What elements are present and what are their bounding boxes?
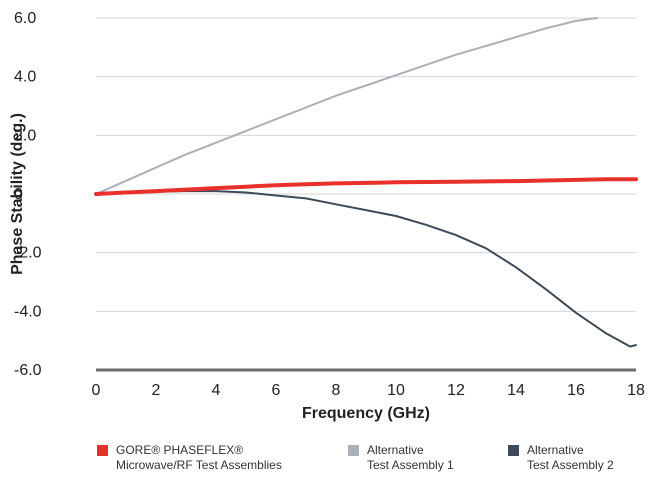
x-axis-title: Frequency (GHz) xyxy=(302,405,430,422)
x-tick-label: 0 xyxy=(92,382,101,399)
x-tick-labels: 0 2 4 6 8 10 12 14 16 18 xyxy=(92,382,645,399)
y-tick-labels: 6.0 4.0 2.0 0 -2.0 -4.0 -6.0 xyxy=(14,10,42,379)
x-tick-label: 10 xyxy=(387,382,405,399)
x-tick-label: 4 xyxy=(212,382,221,399)
series-line-alternative-1 xyxy=(95,17,598,195)
y-tick-label: 4.0 xyxy=(14,69,36,86)
legend-label-line: Test Assembly 1 xyxy=(367,458,454,472)
y-axis-title: Phase Stability (deg.) xyxy=(9,113,26,275)
chart-legend: GORE® PHASEFLEX® Microwave/RF Test Assem… xyxy=(0,443,658,479)
y-tick-label: -4.0 xyxy=(14,303,42,320)
y-tick-label: -6.0 xyxy=(14,362,42,379)
y-tick-label: 6.0 xyxy=(14,10,36,27)
y-tick-label: 2.0 xyxy=(14,127,36,144)
legend-swatch-light-gray xyxy=(348,445,359,456)
x-tick-label: 12 xyxy=(447,382,465,399)
legend-label-line: Alternative xyxy=(527,443,584,457)
legend-item-gore-phaseflex: GORE® PHASEFLEX® Microwave/RF Test Assem… xyxy=(97,443,282,473)
series-line-gore-phaseflex xyxy=(94,177,638,196)
legend-label-line: Alternative xyxy=(367,443,424,457)
legend-label-line: Test Assembly 2 xyxy=(527,458,614,472)
legend-label: Alternative Test Assembly 2 xyxy=(527,443,614,473)
legend-item-alternative-1: Alternative Test Assembly 1 xyxy=(348,443,454,473)
legend-label: GORE® PHASEFLEX® Microwave/RF Test Assem… xyxy=(116,443,282,473)
x-tick-label: 2 xyxy=(152,382,161,399)
x-tick-label: 6 xyxy=(272,382,281,399)
legend-label-line: Microwave/RF Test Assemblies xyxy=(116,458,282,472)
y-tick-label: -2.0 xyxy=(14,245,42,262)
legend-label: Alternative Test Assembly 1 xyxy=(367,443,454,473)
legend-swatch-red xyxy=(97,445,108,456)
y-tick-label: 0 xyxy=(14,186,23,203)
series-line-alternative-2 xyxy=(95,190,637,348)
legend-label-line: GORE® PHASEFLEX® xyxy=(116,443,244,457)
x-tick-label: 16 xyxy=(567,382,585,399)
legend-swatch-dark-slate xyxy=(508,445,519,456)
grid-lines xyxy=(96,17,636,312)
x-tick-label: 8 xyxy=(332,382,341,399)
x-tick-label: 14 xyxy=(507,382,525,399)
series-lines xyxy=(94,17,638,348)
x-tick-label: 18 xyxy=(627,382,645,399)
legend-item-alternative-2: Alternative Test Assembly 2 xyxy=(508,443,614,473)
phase-stability-chart: 6.0 4.0 2.0 0 -2.0 -4.0 -6.0 0 2 4 6 8 10 12 14 16 18 P… xyxy=(9,10,645,422)
